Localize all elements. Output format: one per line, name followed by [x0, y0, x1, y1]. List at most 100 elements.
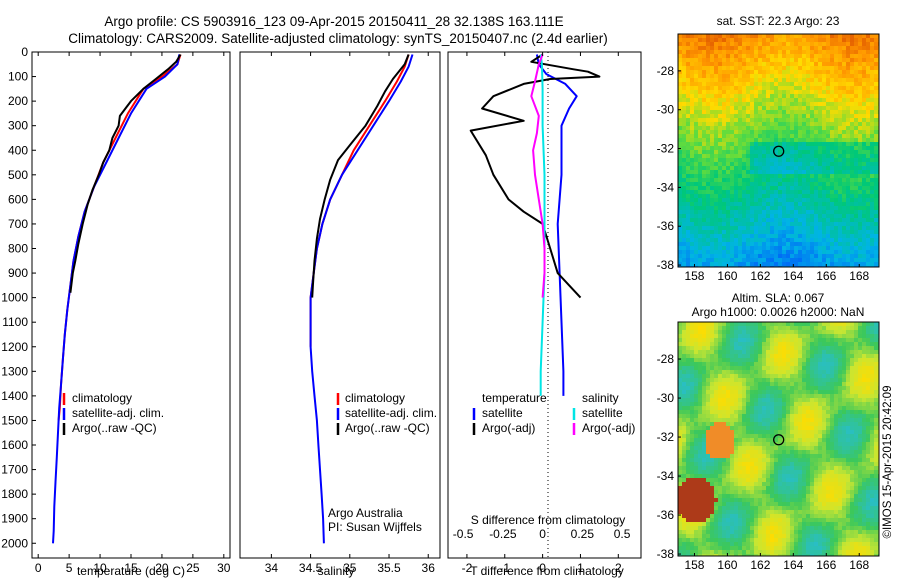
map-cell — [770, 38, 774, 42]
map-cell — [850, 34, 854, 38]
map-cell — [822, 398, 826, 402]
map-cell — [706, 126, 710, 130]
map-cell — [758, 182, 762, 186]
map-cell — [802, 374, 806, 378]
map-cell — [830, 182, 834, 186]
map-cell — [718, 74, 722, 78]
map-cell — [718, 46, 722, 50]
map-cell — [862, 322, 866, 326]
map-cell — [738, 214, 742, 218]
map-cell — [842, 82, 846, 86]
map-cell — [862, 102, 866, 106]
map-cell — [806, 170, 810, 174]
map-cell — [734, 358, 738, 362]
map-cell — [834, 218, 838, 222]
map-cell — [826, 230, 830, 234]
map-cell — [842, 250, 846, 254]
map-cell — [690, 98, 694, 102]
map-cell — [698, 226, 702, 230]
map-cell — [814, 258, 818, 262]
map-cell — [718, 198, 722, 202]
map-cell — [774, 450, 778, 454]
map-cell — [854, 158, 858, 162]
map-cell — [694, 202, 698, 206]
map-cell — [770, 82, 774, 86]
map-cell — [866, 182, 870, 186]
map-cell — [798, 334, 802, 338]
map-cell — [770, 366, 774, 370]
map-cell — [842, 170, 846, 174]
map-cell — [810, 430, 814, 434]
map-cell — [678, 234, 682, 238]
map-cell — [854, 230, 858, 234]
map-cell — [874, 450, 878, 454]
map-cell — [822, 90, 826, 94]
map-cell — [834, 90, 838, 94]
map-cell — [694, 42, 698, 46]
map-cell — [738, 218, 742, 222]
map-cell — [742, 202, 746, 206]
map-cell — [838, 254, 842, 258]
map-cell — [846, 190, 850, 194]
map-cell — [734, 382, 738, 386]
map-cell — [678, 146, 682, 150]
map-cell — [694, 410, 698, 414]
sla-map-title-line-2: Argo h1000: 0.0026 h2000: NaN — [692, 305, 865, 319]
map-cell — [706, 154, 710, 158]
map-cell — [710, 198, 714, 202]
map-cell — [702, 334, 706, 338]
map-cell — [794, 394, 798, 398]
map-cell — [846, 206, 850, 210]
map-cell — [826, 122, 830, 126]
map-cell — [722, 158, 726, 162]
map-cell — [690, 410, 694, 414]
map-cell — [802, 262, 806, 266]
map-cell — [782, 450, 786, 454]
map-cell — [762, 230, 766, 234]
difference-top-axis-label: S difference from climatology — [471, 513, 626, 527]
y-tick-label: 1600 — [1, 438, 28, 452]
map-cell — [714, 378, 718, 382]
map-cell — [842, 198, 846, 202]
map-cell — [754, 138, 758, 142]
map-cell — [782, 186, 786, 190]
map-cell — [726, 258, 730, 262]
map-cell — [862, 110, 866, 114]
map-cell — [726, 142, 730, 146]
map-cell — [722, 70, 726, 74]
map-cell — [838, 442, 842, 446]
map-cell — [858, 458, 862, 462]
map-cell — [838, 414, 842, 418]
map-cell — [698, 322, 702, 326]
map-cell — [830, 454, 834, 458]
map-cell — [806, 66, 810, 70]
map-cell — [726, 226, 730, 230]
map-cell — [870, 210, 874, 214]
map-cell — [726, 442, 730, 446]
map-cell — [718, 102, 722, 106]
map-cell — [810, 326, 814, 330]
map-cell — [814, 346, 818, 350]
map-cell — [806, 230, 810, 234]
map-cell — [786, 50, 790, 54]
map-cell — [694, 330, 698, 334]
map-cell — [794, 382, 798, 386]
map-cell — [858, 94, 862, 98]
map-cell — [858, 418, 862, 422]
map-cell — [786, 378, 790, 382]
map-cell — [694, 354, 698, 358]
map-cell — [754, 434, 758, 438]
map-cell — [814, 54, 818, 58]
map-cell — [762, 198, 766, 202]
map-cell — [694, 422, 698, 426]
map-cell — [722, 182, 726, 186]
map-cell — [790, 202, 794, 206]
map-cell — [790, 378, 794, 382]
map-cell — [686, 138, 690, 142]
map-cell — [750, 34, 754, 38]
map-cell — [734, 370, 738, 374]
y-tick-label: 500 — [8, 168, 28, 182]
map-cell — [850, 342, 854, 346]
temperature-series — [52, 53, 182, 544]
map-cell — [774, 354, 778, 358]
